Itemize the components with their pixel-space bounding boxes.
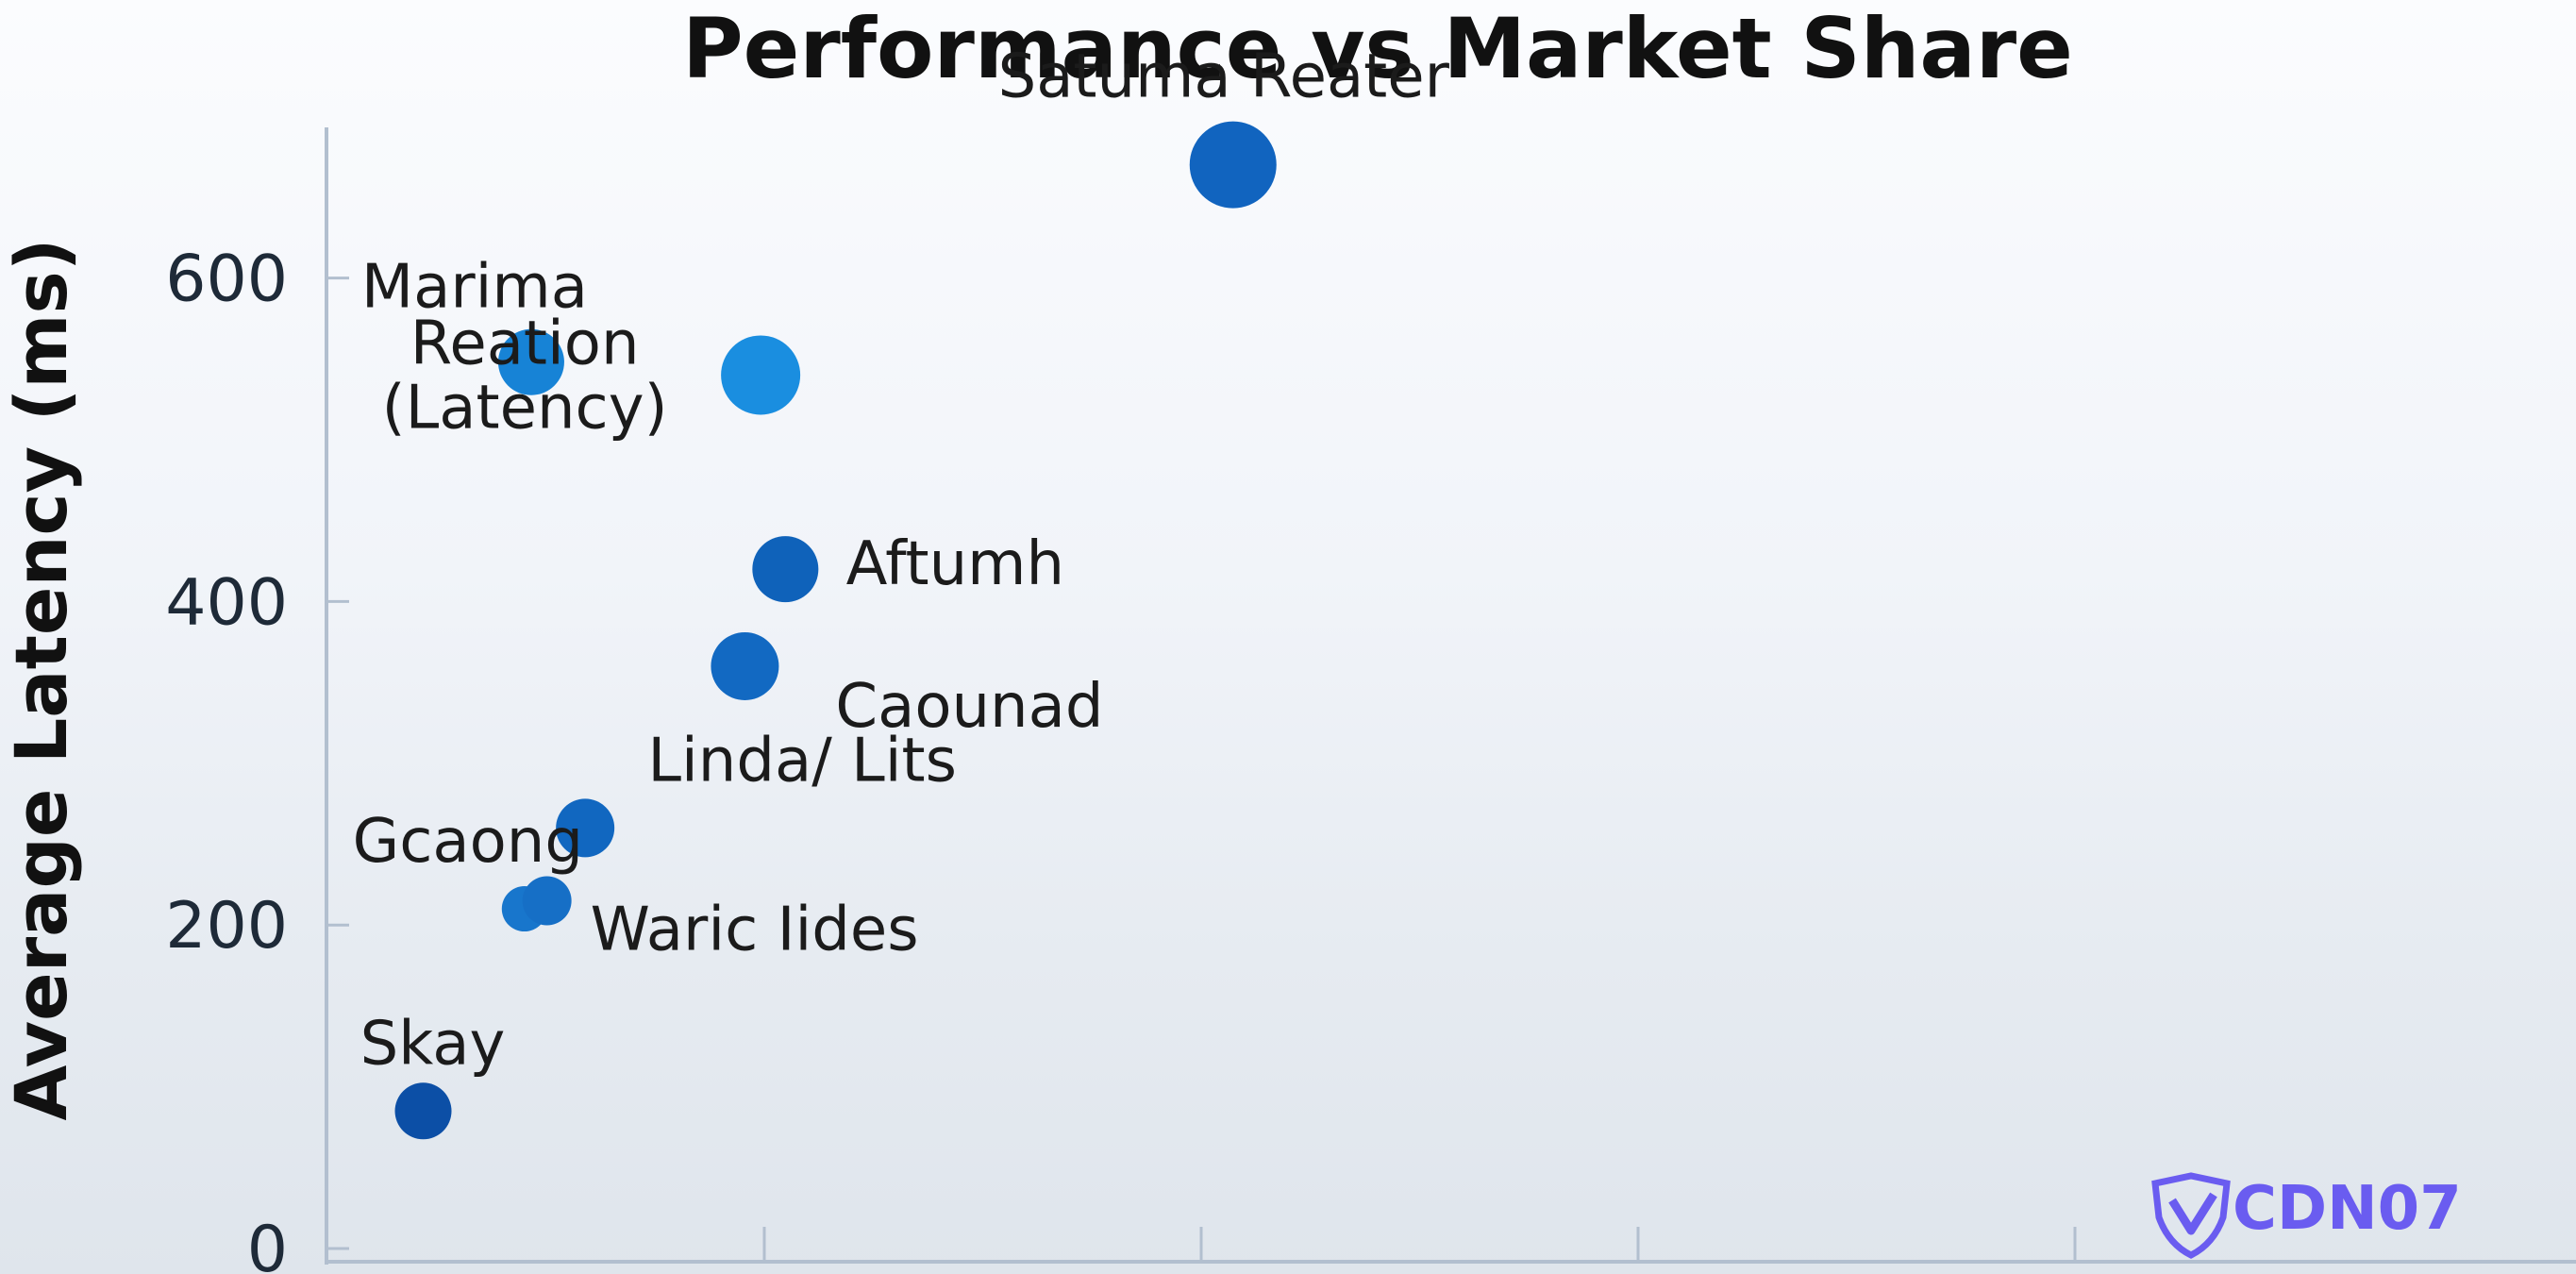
data-point xyxy=(752,536,819,603)
data-point-label: Linda/ Lits xyxy=(647,726,957,796)
y-tick-label: 0 xyxy=(247,1213,288,1274)
x-tick-marks xyxy=(762,1227,2077,1262)
data-point xyxy=(394,1082,452,1140)
y-tick-label: 400 xyxy=(165,565,288,640)
shield-icon xyxy=(2151,1172,2231,1259)
logo-text: CDN07 xyxy=(2233,1174,2462,1244)
y-axis-label: Average Latency (ms) xyxy=(0,238,83,1120)
data-point-label: Gcaong xyxy=(353,807,583,877)
y-tick-label: 200 xyxy=(165,889,288,964)
data-point xyxy=(497,328,564,395)
data-points xyxy=(394,121,1277,1140)
chart-title: Performance vs Market Share xyxy=(682,0,2073,97)
data-point xyxy=(556,798,615,858)
y-tick-label: 600 xyxy=(165,243,288,317)
cdn07-logo: CDN07 xyxy=(2151,1172,2462,1259)
data-point xyxy=(711,631,779,700)
data-point-label: Caounad xyxy=(835,672,1103,742)
data-point-label: Marima xyxy=(361,253,588,323)
y-ticks: 020040060080010001200 xyxy=(165,243,349,1274)
data-point-label: Waric Iides xyxy=(591,895,919,964)
data-point-label: Aftumh xyxy=(846,529,1064,599)
data-point-label: Skay xyxy=(360,1009,506,1079)
data-point xyxy=(522,876,572,926)
data-point-label: Reation (Latency) xyxy=(382,309,668,443)
data-point xyxy=(721,335,801,415)
data-point xyxy=(1189,121,1277,209)
data-point-label: Satuma Reater xyxy=(998,42,1450,112)
